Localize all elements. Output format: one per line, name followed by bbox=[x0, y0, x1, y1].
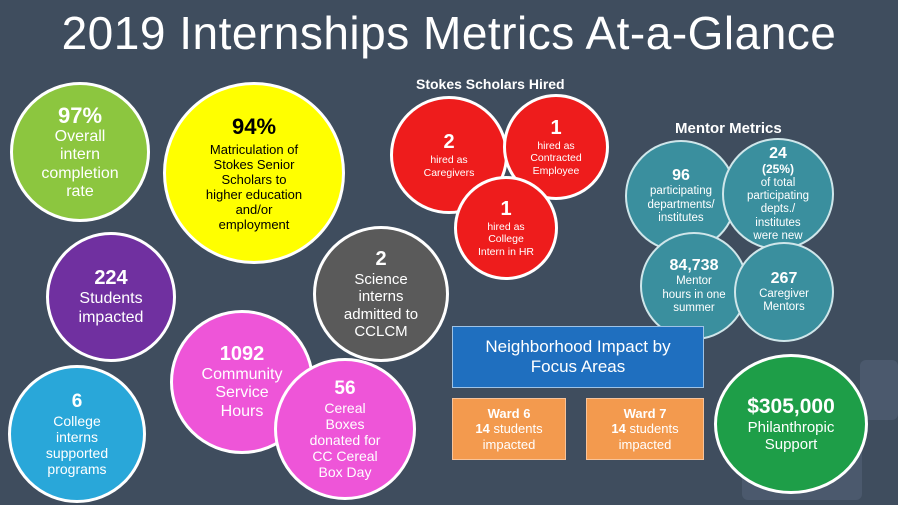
philanthropic-support-label: Support bbox=[764, 436, 818, 454]
contracted-hired-circle: 1 hired as Contracted Employee bbox=[503, 94, 609, 200]
participating-departments-value: 96 bbox=[672, 166, 690, 184]
science-interns-label: admitted to bbox=[343, 305, 419, 323]
caregivers-hired-circle: 2 hired as Caregivers bbox=[390, 96, 508, 214]
new-departments-percent: (25%) bbox=[761, 162, 794, 177]
participating-departments-label: institutes bbox=[658, 211, 704, 224]
matriculation-value: 94% bbox=[231, 113, 277, 139]
college-interns-label: supported bbox=[45, 444, 109, 461]
science-interns-label: CCLCM bbox=[354, 322, 408, 340]
matriculation-circle: 94% Matriculation of Stokes Senior Schol… bbox=[163, 82, 345, 264]
neighborhood-impact-header: Neighborhood Impact by Focus Areas bbox=[452, 326, 704, 388]
philanthropic-support-value: $305,000 bbox=[747, 394, 835, 418]
students-impacted-label: Students bbox=[79, 290, 143, 308]
ward-7-count: 14 bbox=[611, 421, 626, 437]
participating-departments-label: departments/ bbox=[647, 198, 715, 211]
neighborhood-impact-title: Focus Areas bbox=[530, 357, 626, 376]
ward-7-box: Ward 7 14 students impacted bbox=[586, 398, 704, 460]
college-interns-label: programs bbox=[47, 461, 107, 478]
college-interns-circle: 6 College interns supported programs bbox=[8, 365, 146, 503]
cereal-boxes-value: 56 bbox=[334, 377, 356, 399]
caregiver-mentors-circle: 267 Caregiver Mentors bbox=[734, 242, 834, 342]
contracted-hired-label: Employee bbox=[532, 164, 580, 177]
new-departments-label: participating bbox=[746, 190, 809, 203]
community-service-label: Community bbox=[201, 365, 283, 383]
community-service-label: Hours bbox=[220, 402, 264, 420]
new-departments-label: institutes bbox=[755, 216, 801, 229]
students-impacted-value: 224 bbox=[94, 267, 128, 290]
mentor-hours-label: summer bbox=[673, 301, 715, 314]
ward-6-label: Ward 6 bbox=[487, 405, 531, 421]
ward-7-students: students bbox=[629, 421, 679, 437]
new-departments-label: were new bbox=[753, 229, 803, 242]
mentor-hours-label: hours in one bbox=[662, 288, 726, 301]
philanthropic-support-label: Philanthropic bbox=[747, 418, 835, 436]
cereal-boxes-circle: 56 Cereal Boxes donated for CC Cereal Bo… bbox=[274, 358, 416, 500]
college-interns-value: 6 bbox=[71, 390, 83, 412]
community-service-label: Service bbox=[215, 384, 269, 402]
science-interns-circle: 2 Science interns admitted to CCLCM bbox=[313, 226, 449, 362]
contracted-hired-label: Contracted bbox=[530, 152, 582, 165]
completion-rate-value: 97% bbox=[57, 102, 103, 128]
cereal-boxes-label: Cereal bbox=[324, 399, 366, 416]
caregivers-hired-value: 2 bbox=[443, 131, 455, 154]
cereal-boxes-label: donated for bbox=[309, 431, 381, 448]
matriculation-label: Matriculation of bbox=[209, 141, 299, 157]
caregiver-mentors-label: Caregiver bbox=[759, 287, 809, 300]
philanthropic-support-circle: $305,000 Philanthropic Support bbox=[714, 354, 868, 494]
ward-6-students: students bbox=[493, 421, 543, 437]
hr-intern-hired-label: hired as bbox=[487, 221, 525, 234]
ward-6-count: 14 bbox=[475, 421, 490, 437]
science-interns-value: 2 bbox=[375, 248, 387, 270]
new-departments-label: of total bbox=[760, 177, 796, 190]
ward-7-label: Ward 7 bbox=[623, 405, 667, 421]
cereal-boxes-label: CC Cereal bbox=[312, 447, 378, 464]
caregiver-mentors-label: Mentors bbox=[763, 301, 805, 314]
contracted-hired-value: 1 bbox=[550, 117, 562, 140]
neighborhood-impact-title: Neighborhood Impact by bbox=[485, 336, 671, 356]
completion-rate-label: Overall bbox=[54, 127, 106, 145]
college-interns-label: interns bbox=[55, 428, 99, 445]
mentor-hours-value: 84,738 bbox=[669, 256, 719, 274]
caregiver-mentors-value: 267 bbox=[770, 269, 798, 287]
ward-6-impacted: impacted bbox=[482, 436, 536, 452]
matriculation-label: Stokes Senior bbox=[213, 156, 295, 172]
matriculation-label: higher education bbox=[205, 186, 303, 202]
college-interns-label: College bbox=[53, 412, 101, 429]
completion-rate-label: completion bbox=[41, 164, 119, 182]
ward-6-box: Ward 6 14 students impacted bbox=[452, 398, 566, 460]
ward-7-impacted: impacted bbox=[618, 436, 672, 452]
cereal-boxes-label: Boxes bbox=[325, 415, 365, 432]
hr-intern-hired-value: 1 bbox=[500, 198, 512, 221]
stokes-scholars-heading: Stokes Scholars Hired bbox=[416, 76, 565, 92]
completion-rate-label: intern bbox=[59, 146, 101, 164]
science-interns-label: interns bbox=[358, 288, 404, 306]
science-interns-label: Science bbox=[354, 271, 408, 288]
participating-departments-label: participating bbox=[649, 185, 712, 198]
community-service-value: 1092 bbox=[219, 342, 265, 365]
completion-rate-circle: 97% Overall intern completion rate bbox=[10, 82, 150, 222]
caregivers-hired-label: Caregivers bbox=[423, 166, 475, 179]
contracted-hired-label: hired as bbox=[537, 140, 575, 153]
page-title: 2019 Internships Metrics At-a-Glance bbox=[61, 7, 837, 59]
new-departments-label: depts./ bbox=[760, 203, 796, 216]
hr-intern-hired-label: Intern in HR bbox=[477, 245, 535, 258]
completion-rate-label: rate bbox=[66, 183, 94, 201]
mentor-hours-circle: 84,738 Mentor hours in one summer bbox=[640, 232, 748, 340]
mentor-metrics-heading: Mentor Metrics bbox=[675, 120, 782, 137]
new-departments-value: 24 bbox=[769, 144, 787, 162]
students-impacted-label: impacted bbox=[78, 308, 144, 326]
students-impacted-circle: 224 Students impacted bbox=[46, 232, 176, 362]
mentor-hours-label: Mentor bbox=[676, 275, 712, 288]
hr-intern-hired-circle: 1 hired as College Intern in HR bbox=[454, 176, 558, 280]
matriculation-label: and/or bbox=[235, 201, 273, 217]
caregivers-hired-label: hired as bbox=[430, 154, 468, 167]
cereal-boxes-label: Box Day bbox=[318, 464, 372, 481]
hr-intern-hired-label: College bbox=[488, 233, 524, 246]
matriculation-label: Scholars to bbox=[221, 171, 287, 187]
new-departments-circle: 24 (25%) of total participating depts./ … bbox=[722, 138, 834, 250]
matriculation-label: employment bbox=[218, 216, 290, 232]
